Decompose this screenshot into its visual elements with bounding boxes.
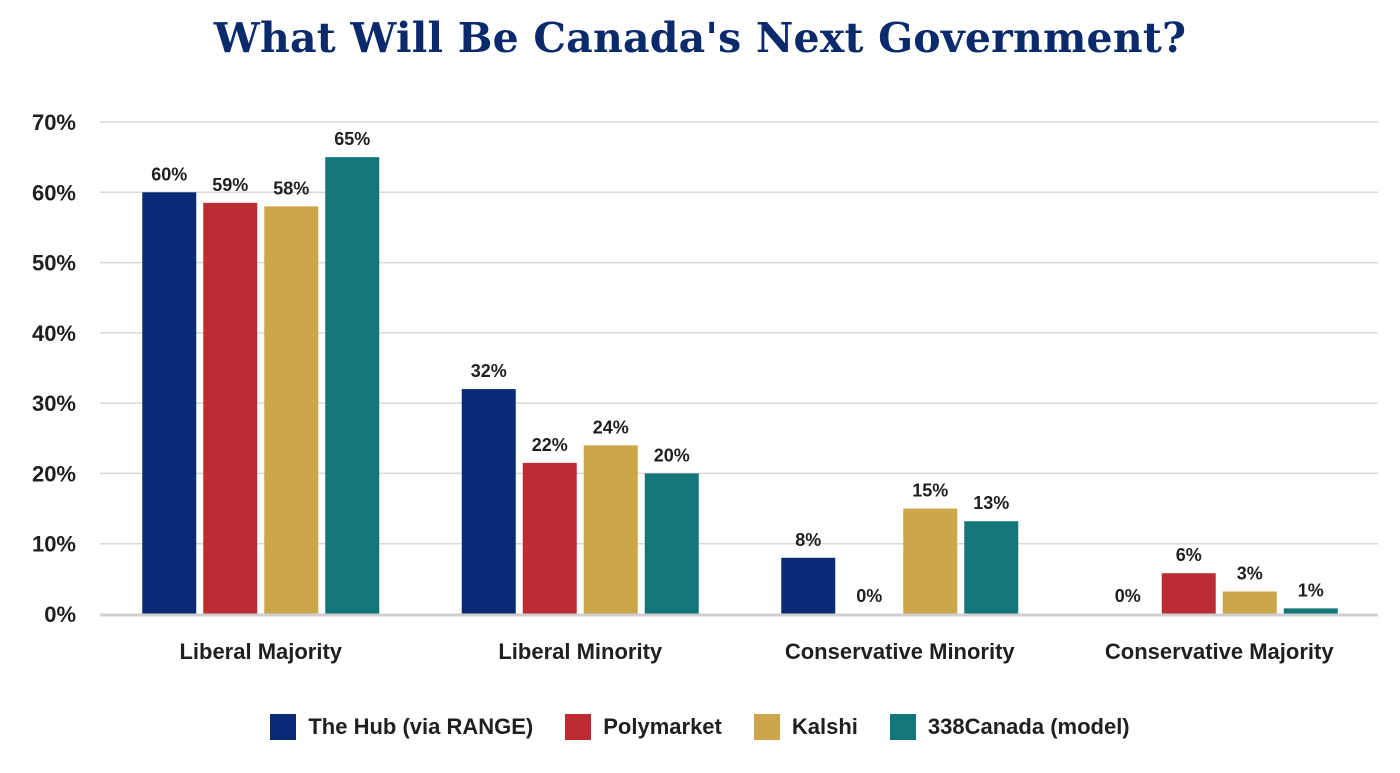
bar	[1222, 591, 1277, 614]
legend-item: 338Canada (model)	[889, 714, 1130, 740]
bar	[264, 206, 319, 615]
y-tick-label: 20%	[32, 461, 76, 486]
legend-label: 338Canada (model)	[927, 714, 1130, 739]
bar	[1283, 608, 1338, 614]
data-label: 20%	[654, 445, 690, 465]
bar	[583, 445, 638, 614]
data-label: 13%	[973, 493, 1009, 513]
bar	[461, 389, 516, 614]
y-tick-label: 30%	[32, 391, 76, 416]
legend-item: The Hub (via RANGE)	[270, 714, 533, 740]
chart-title: What Will Be Canada's Next Government?	[213, 14, 1187, 62]
category-label: Conservative Majority	[1105, 639, 1334, 664]
data-label: 3%	[1237, 564, 1263, 584]
y-tick-label: 10%	[32, 532, 76, 557]
legend-swatch	[565, 714, 592, 740]
legend-item: Polymarket	[565, 714, 722, 740]
data-label: 65%	[334, 129, 370, 149]
category-label: Liberal Majority	[179, 639, 342, 664]
bars: 60% 59% 58% 65% 32% 22% 24% 20% 8% 0% 15% 13% 0% 6% 3%…	[142, 129, 1338, 615]
bar	[781, 557, 836, 614]
y-axis-ticks: 0% 10% 20% 30% 40% 50% 60% 70%	[32, 110, 76, 627]
data-label: 60%	[151, 164, 187, 184]
data-label: 59%	[212, 175, 248, 195]
data-label: 22%	[532, 435, 568, 455]
bar-chart: 0% 10% 20% 30% 40% 50% 60% 70% 60% 59% 58% 65% 32% 2…	[32, 110, 1378, 664]
data-label: 0%	[1115, 586, 1141, 606]
legend-item: Kalshi	[753, 714, 858, 740]
data-label: 6%	[1176, 545, 1202, 565]
legend-swatch	[753, 714, 780, 740]
data-label: 15%	[912, 481, 948, 501]
data-label: 58%	[273, 178, 309, 198]
legend-label: Kalshi	[791, 714, 858, 739]
bar	[644, 473, 699, 614]
bar	[522, 462, 577, 614]
legend-label: Polymarket	[603, 714, 722, 739]
legend: The Hub (via RANGE) Polymarket Kalshi 338Ca…	[0, 714, 1400, 740]
bar	[325, 157, 380, 614]
y-tick-label: 70%	[32, 110, 76, 135]
data-label: 0%	[856, 586, 882, 606]
legend-swatch	[270, 714, 297, 740]
data-label: 8%	[795, 530, 821, 550]
category-labels: Liberal Majority Liberal Minority Conserva…	[179, 639, 1334, 664]
y-tick-label: 60%	[32, 180, 76, 205]
bar	[142, 192, 197, 615]
y-tick-label: 0%	[44, 602, 76, 627]
category-label: Liberal Minority	[498, 639, 663, 664]
data-label: 24%	[593, 417, 629, 437]
y-tick-label: 50%	[32, 251, 76, 276]
bar	[964, 521, 1019, 614]
category-label: Conservative Minority	[785, 639, 1016, 664]
y-tick-label: 40%	[32, 321, 76, 346]
legend-label: The Hub (via RANGE)	[308, 714, 534, 739]
legend-swatch	[889, 714, 916, 740]
bar	[203, 202, 258, 615]
data-label: 1%	[1298, 580, 1324, 600]
data-label: 32%	[471, 361, 507, 381]
bar	[1161, 573, 1216, 614]
bar	[903, 508, 958, 614]
